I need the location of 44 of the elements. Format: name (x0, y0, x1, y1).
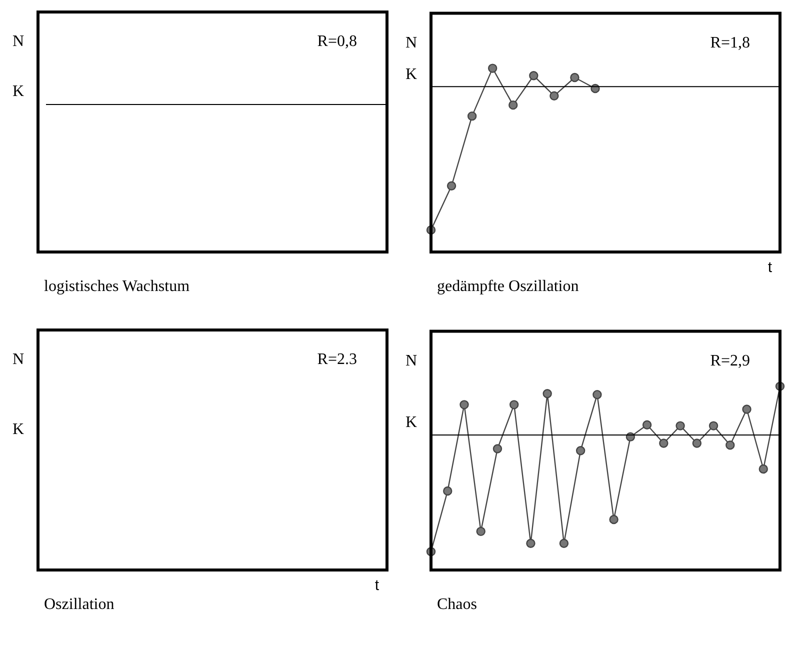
point (488, 64, 498, 73)
text: N (12, 351, 24, 368)
point (592, 390, 602, 400)
point (446, 181, 456, 190)
text: t (374, 577, 380, 594)
ref-line-label: K (405, 66, 418, 83)
point (659, 438, 668, 448)
point (443, 486, 452, 496)
y-axis-title: N (405, 34, 418, 52)
point (758, 464, 768, 474)
point (508, 100, 518, 110)
point (570, 72, 580, 82)
point (550, 91, 559, 100)
text: N (12, 33, 24, 50)
point (692, 438, 702, 448)
point (542, 389, 552, 398)
text: R=2.3 (317, 351, 357, 368)
point (526, 538, 536, 548)
point (559, 538, 569, 548)
text: R=2,9 (710, 352, 750, 370)
ref-line-label: K (405, 414, 418, 432)
text: R=1,8 (710, 34, 750, 52)
point (576, 446, 586, 456)
point (460, 400, 469, 410)
point (726, 440, 735, 450)
point (509, 400, 519, 410)
text: Chaos (437, 596, 478, 614)
y-axis-title: N (405, 352, 418, 370)
point (708, 421, 718, 430)
text: R=0,8 (317, 33, 357, 50)
text: K (12, 83, 24, 100)
point (476, 526, 486, 536)
point (609, 514, 618, 524)
x-axis-title: t (768, 259, 773, 276)
point (492, 444, 502, 454)
text: gedämpfte Oszillation (437, 278, 580, 296)
point (676, 421, 685, 430)
text: K (12, 421, 24, 438)
point (742, 404, 752, 414)
text: logistisches Wachstum (44, 278, 191, 296)
point (642, 420, 652, 430)
point (529, 71, 538, 80)
point (467, 111, 477, 121)
text: Oszillation (44, 596, 116, 614)
